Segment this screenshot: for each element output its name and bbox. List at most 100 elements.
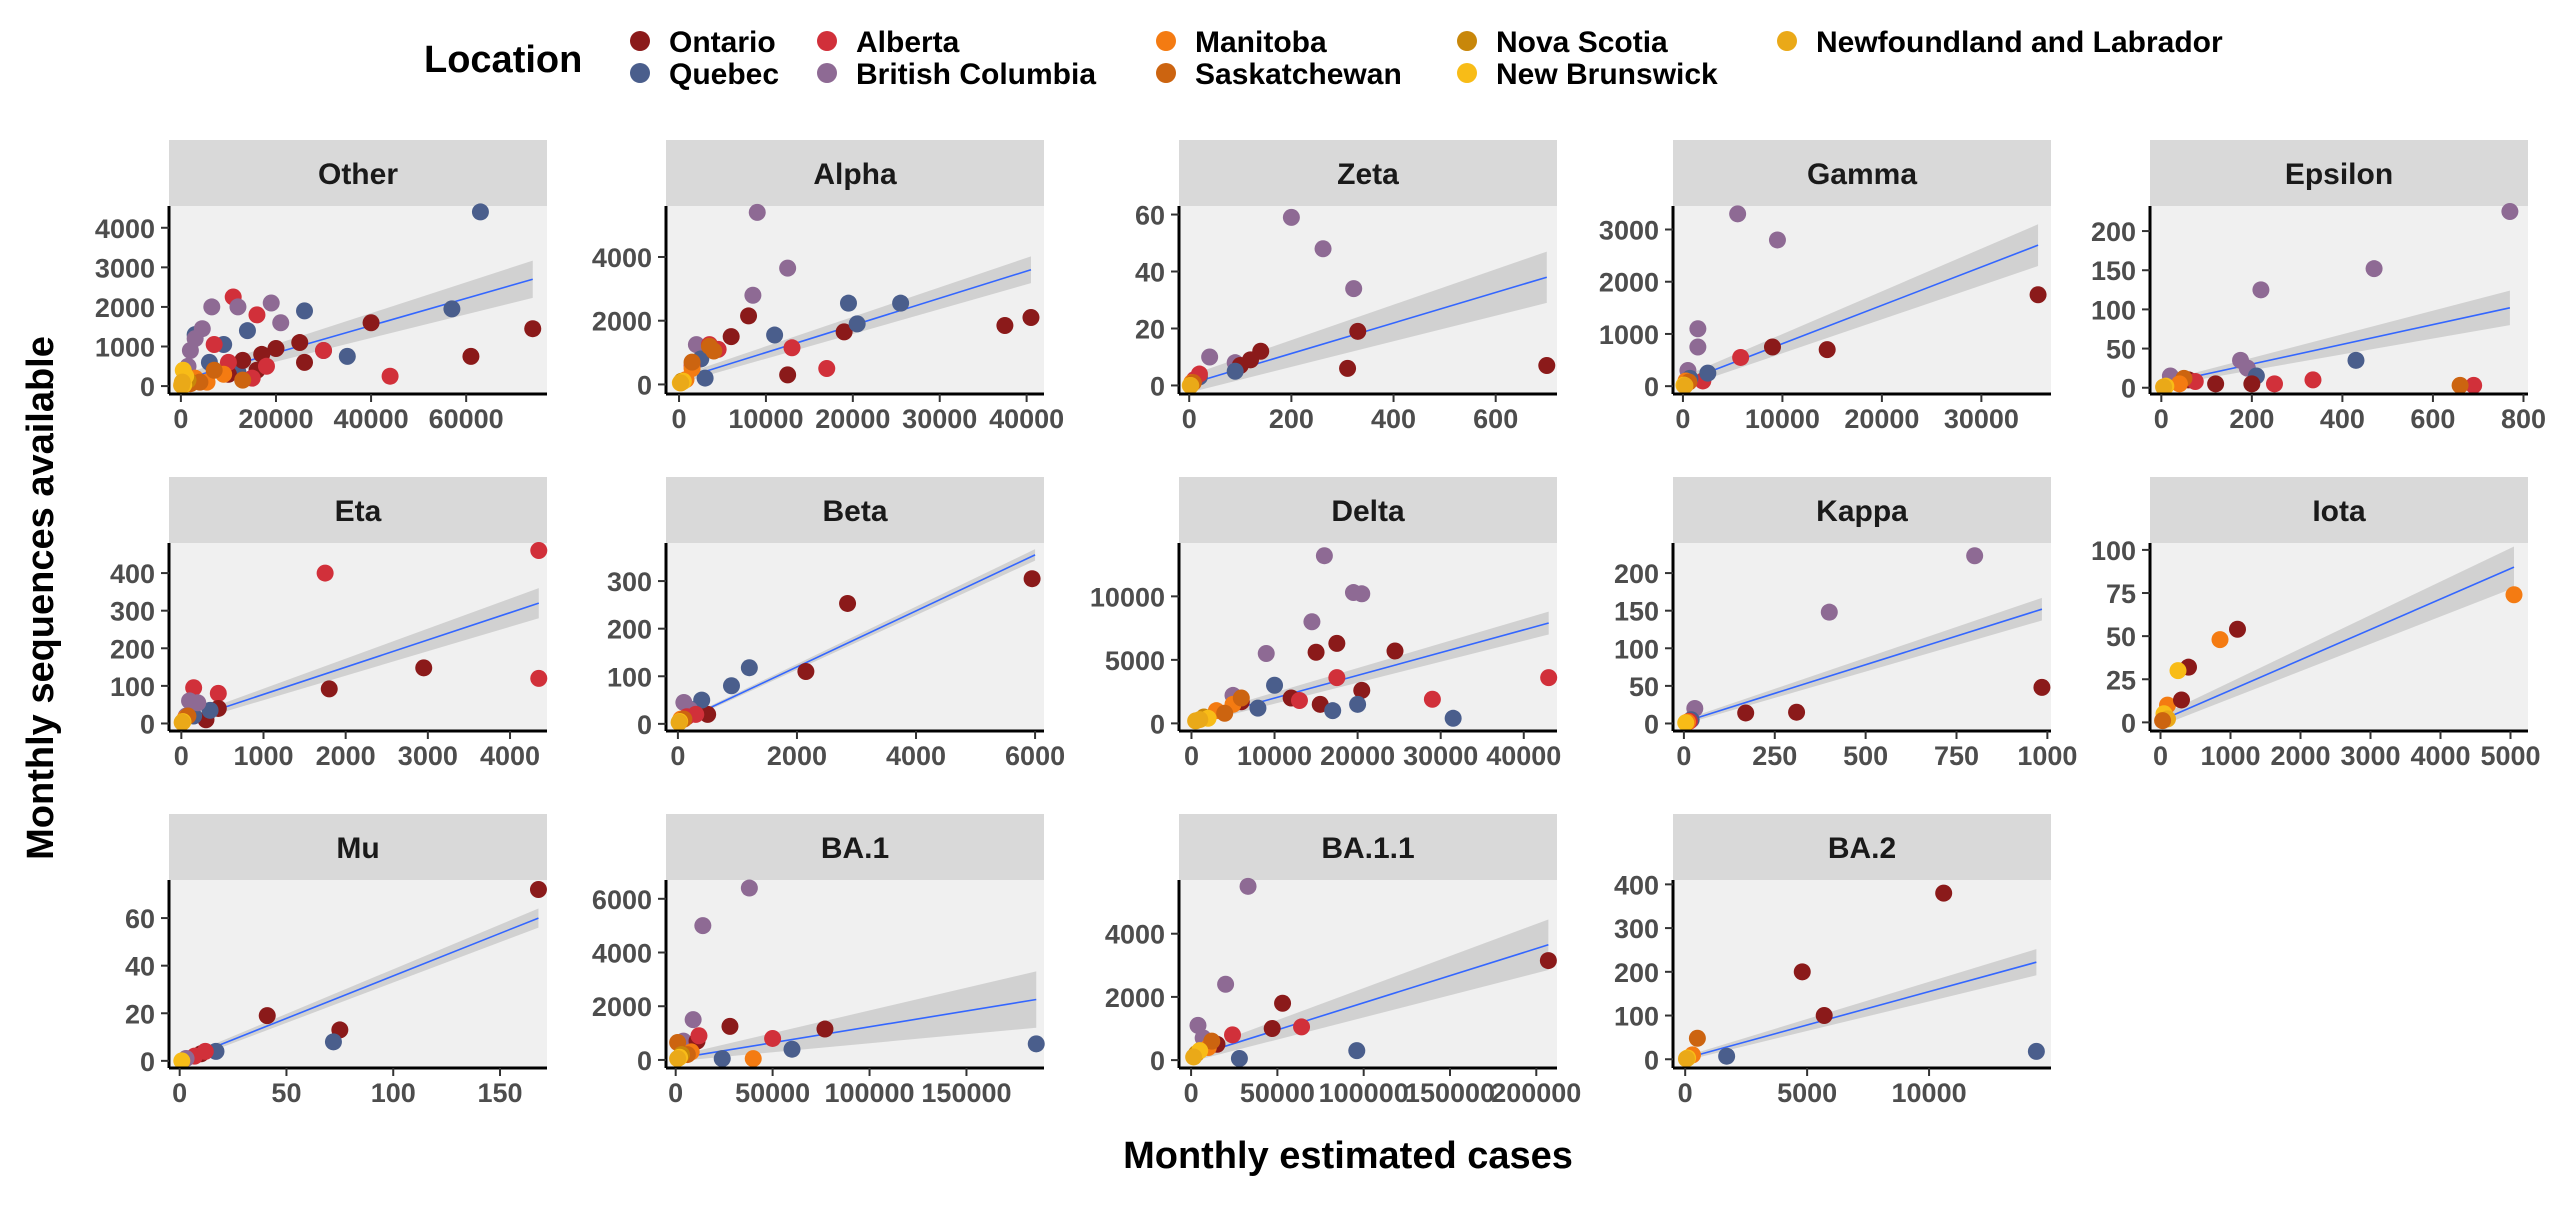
facet-alpha-point <box>779 259 797 277</box>
facet-zeta-point <box>1182 376 1200 394</box>
facet-delta-point <box>1307 643 1325 661</box>
facet-delta-point <box>1328 669 1346 687</box>
facet-ba-1-1-point <box>1348 1042 1366 1060</box>
facet-other-point <box>238 322 256 340</box>
facet-other-point <box>296 353 314 371</box>
facet-delta-point <box>1324 702 1342 720</box>
facet-epsilon: Epsilon 0 200 400 600 800 0 50 100 150 200 <box>2091 140 2546 434</box>
facet-other-point <box>205 336 223 354</box>
facet-ba-1-x-tick-label: 0 <box>668 1078 683 1108</box>
facet-ba-1-1-fit-line <box>1190 944 1549 1058</box>
facet-kappa-y-tick-label: 150 <box>1614 597 1659 627</box>
facet-ba-2-y-tick-label: 0 <box>1644 1045 1659 1075</box>
facet-epsilon-y-tick-label: 50 <box>2106 335 2136 365</box>
facet-gamma-point <box>1699 364 1717 382</box>
facet-iota-y-tick-label: 100 <box>2091 536 2136 566</box>
facet-epsilon-y-tick-label: 0 <box>2121 374 2136 404</box>
facet-other-point <box>362 314 380 332</box>
legend-newfoundland-and-labrador-label: Newfoundland and Labrador <box>1816 26 2223 59</box>
facet-alpha-point <box>696 369 714 387</box>
facet-other-point <box>186 330 204 348</box>
facet-delta-point <box>1386 642 1404 660</box>
facet-other-point <box>443 300 461 318</box>
facet-delta-x-tick-label: 0 <box>1184 741 1199 771</box>
facet-kappa-x-tick-label: 750 <box>1934 741 1979 771</box>
facet-iota-y-tick-label: 50 <box>2106 622 2136 652</box>
facet-delta-point <box>1303 613 1321 631</box>
facet-kappa-point <box>1737 704 1755 722</box>
facet-other: Other 0 20000 40000 60000 0 1000 2000 3000 4000 <box>95 140 547 434</box>
facet-alpha-y-tick-label: 0 <box>637 370 652 400</box>
facet-beta-fit-line <box>677 554 1036 724</box>
facet-ba-1-x-tick-label: 100000 <box>824 1078 914 1108</box>
facet-eta-y-tick-label: 400 <box>110 559 155 589</box>
facet-zeta-strip <box>1179 140 1557 206</box>
facet-kappa-fit-line <box>1683 608 2043 723</box>
facet-other-x-tick-label: 40000 <box>334 404 409 434</box>
facet-alpha-x-tick-label: 0 <box>672 404 687 434</box>
facet-epsilon-x-tick-label: 200 <box>2229 404 2274 434</box>
facet-mu-x-tick-label: 150 <box>477 1078 522 1108</box>
facet-iota-point <box>2505 586 2523 604</box>
facet-mu-panel <box>169 880 547 1068</box>
facet-eta-point <box>201 701 219 719</box>
facet-gamma-strip-label: Gamma <box>1807 158 1917 191</box>
legend-ontario-label: Ontario <box>669 26 776 59</box>
facet-ba-1-x-tick-label: 50000 <box>735 1078 810 1108</box>
facet-ba-2-strip-label: BA.2 <box>1828 832 1896 865</box>
facet-other-point <box>267 339 285 357</box>
facet-kappa-point <box>1788 703 1806 721</box>
facet-gamma: Gamma 0 10000 20000 30000 0 1000 2000 3000 <box>1599 140 2051 434</box>
facet-other-point <box>229 298 247 316</box>
facet-mu-point <box>258 1007 276 1025</box>
facet-other-point <box>173 376 191 394</box>
facet-beta-point <box>1023 570 1041 588</box>
facet-epsilon-point <box>2265 375 2283 393</box>
facet-gamma-strip <box>1673 140 2051 206</box>
legend-newfoundland-and-labrador-key <box>1777 31 1797 51</box>
x-axis-title: Monthly estimated cases <box>1123 1135 1573 1177</box>
facet-mu-point <box>529 881 547 899</box>
facet-epsilon-point <box>2347 351 2365 369</box>
facet-iota-x-tick-label: 3000 <box>2340 741 2400 771</box>
facet-ba-1-point <box>694 917 712 935</box>
facet-beta: Beta 0 2000 4000 6000 0 100 200 300 <box>607 477 1065 771</box>
facet-zeta-y-tick-label: 0 <box>1150 371 1165 401</box>
facet-epsilon-strip <box>2150 140 2528 206</box>
facet-kappa-point <box>1966 547 1984 565</box>
facet-ba-2-x-tick-label: 10000 <box>1892 1078 1967 1108</box>
facet-mu-point <box>324 1033 342 1051</box>
facet-epsilon-y-tick-label: 150 <box>2091 256 2136 286</box>
facet-epsilon-point <box>2207 375 2225 393</box>
facet-zeta-y-tick-label: 60 <box>1135 201 1165 231</box>
facet-kappa-panel <box>1673 543 2051 731</box>
facet-eta-x-tick-label: 2000 <box>316 741 376 771</box>
facet-ba-1-point <box>816 1020 834 1038</box>
facet-alpha-y-tick-label: 4000 <box>592 243 652 273</box>
facet-ba-1-1-point <box>1274 994 1292 1012</box>
facet-alpha-point <box>1022 309 1040 327</box>
facet-zeta-point <box>1349 322 1367 340</box>
facet-zeta-y-tick-label: 40 <box>1135 258 1165 288</box>
facet-kappa-y-tick-label: 100 <box>1614 634 1659 664</box>
facet-eta: Eta 0 1000 2000 3000 4000 0 100 200 300 400 <box>110 477 548 771</box>
facet-iota-point <box>2154 712 2172 730</box>
facet-eta-y-tick-label: 300 <box>110 597 155 627</box>
facet-iota-strip-label: Iota <box>2312 495 2366 528</box>
facet-other-point <box>205 361 223 379</box>
facet-gamma-y-tick-label: 0 <box>1644 372 1659 402</box>
facet-gamma-x-tick-label: 0 <box>1675 404 1690 434</box>
facet-mu-y-tick-label: 40 <box>125 952 155 982</box>
facet-eta-point <box>530 542 548 560</box>
facet-ba-1-1-point <box>1230 1050 1248 1068</box>
facet-ba-1: BA.1 0 50000 100000 150000 0 2000 4000 6000 <box>592 814 1045 1108</box>
facet-epsilon-point <box>2243 375 2261 393</box>
facet-mu-fit-line <box>179 917 539 1062</box>
facet-alpha-point <box>996 316 1014 334</box>
facet-other-point <box>248 306 266 324</box>
facet-kappa: Kappa 0 250 500 750 1000 0 50 100 150 200 <box>1614 477 2077 771</box>
facet-mu-strip-label: Mu <box>336 832 379 865</box>
facet-beta-y-tick-label: 100 <box>607 662 652 692</box>
facet-alpha-x-tick-label: 40000 <box>989 404 1064 434</box>
